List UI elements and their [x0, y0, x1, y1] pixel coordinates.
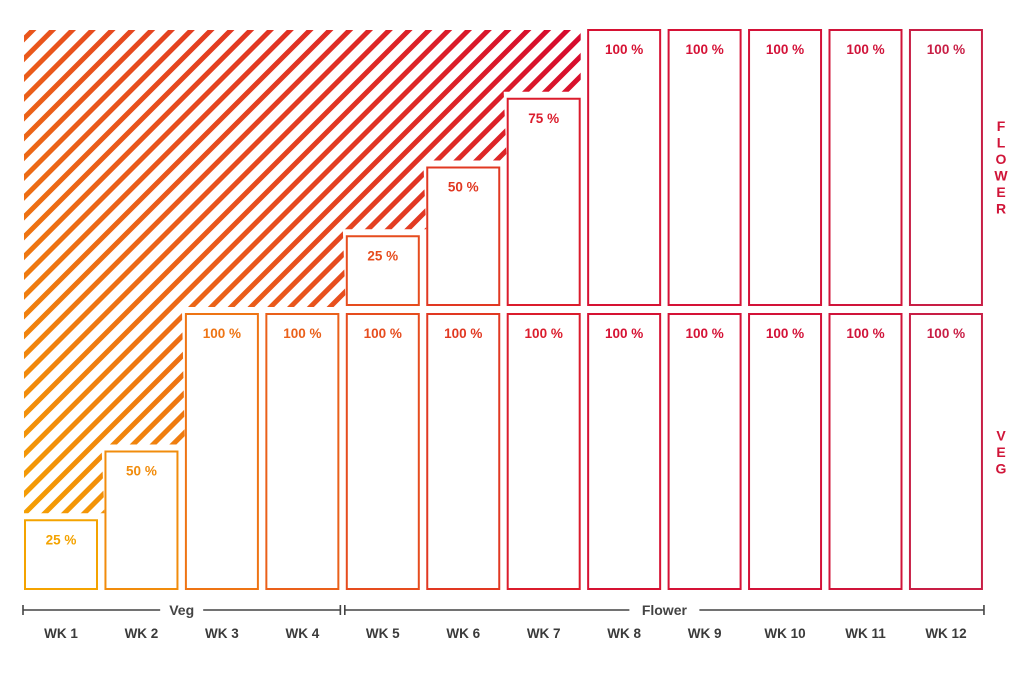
bar-veg: 50 % — [104, 450, 179, 590]
bar-flower: 25 % — [345, 235, 420, 306]
category-label: WK 1 — [44, 626, 78, 641]
bar-flower: 100 % — [748, 29, 823, 306]
bar-value-label: 50 % — [126, 464, 157, 479]
stage-label: Veg — [169, 602, 194, 618]
bar-rect — [24, 519, 98, 590]
bar-value-label: 100 % — [525, 326, 563, 341]
bar-rect — [908, 29, 983, 306]
bar-value-label: 100 % — [846, 326, 884, 341]
bar-rect — [828, 29, 903, 306]
bar-value-label: 100 % — [927, 326, 965, 341]
bar-value-label: 100 % — [605, 42, 643, 57]
bar-rect — [426, 313, 501, 590]
bar-rect — [667, 313, 742, 590]
bar-flower: 100 % — [908, 29, 983, 306]
side-label-letter: V — [996, 428, 1006, 444]
bar-veg: 100 % — [265, 313, 340, 590]
bar-veg: 100 % — [828, 313, 903, 590]
bar-rect — [265, 313, 340, 590]
category-label: WK 2 — [125, 626, 159, 641]
category-label: WK 5 — [366, 626, 400, 641]
category-label: WK 10 — [764, 626, 805, 641]
bar-rect — [748, 29, 823, 306]
bar-flower: 100 % — [587, 29, 662, 306]
bar-flower: 75 % — [506, 97, 581, 306]
bar-value-label: 100 % — [685, 42, 723, 57]
side-label-letter: W — [994, 167, 1008, 183]
bar-flower: 50 % — [426, 166, 501, 306]
stage-label: Flower — [642, 602, 688, 618]
stage-axis: Veg Flower — [22, 602, 985, 618]
bar-value-label: 100 % — [283, 326, 321, 341]
bar-value-label: 100 % — [364, 326, 402, 341]
side-label-letter: L — [997, 134, 1006, 150]
bar-rect — [184, 313, 259, 590]
bar-value-label: 100 % — [605, 326, 643, 341]
bar-veg: 100 % — [426, 313, 501, 590]
stage-veg: Veg — [22, 602, 342, 618]
bar-rect — [667, 29, 742, 306]
bar-value-label: 100 % — [444, 326, 482, 341]
bar-value-label: 50 % — [448, 180, 479, 195]
bar-value-label: 100 % — [766, 326, 804, 341]
bar-veg: 100 % — [587, 313, 662, 590]
bar-rect — [104, 450, 179, 590]
category-label: WK 7 — [527, 626, 561, 641]
bar-value-label: 100 % — [766, 42, 804, 57]
category-label: WK 11 — [845, 626, 886, 641]
bar-veg: 100 % — [748, 313, 823, 590]
side-label-letter: G — [996, 461, 1007, 477]
bar-rect — [587, 313, 662, 590]
hatched-remaining-area — [24, 30, 581, 514]
category-label: WK 6 — [446, 626, 480, 641]
category-label: WK 8 — [607, 626, 641, 641]
side-label-letter: F — [997, 118, 1006, 134]
bar-value-label: 75 % — [528, 111, 559, 126]
bar-veg: 100 % — [506, 313, 581, 590]
category-label: WK 3 — [205, 626, 239, 641]
bar-veg: 100 % — [345, 313, 420, 590]
bar-veg: 100 % — [184, 313, 259, 590]
bar-rect — [345, 313, 420, 590]
bar-rect — [506, 313, 581, 590]
bar-rect — [506, 97, 581, 306]
bar-rect — [587, 29, 662, 306]
bar-veg: 100 % — [667, 313, 742, 590]
side-label-letter: E — [996, 184, 1005, 200]
side-label-letter: E — [996, 444, 1005, 460]
bar-value-label: 25 % — [367, 248, 398, 263]
bar-flower: 100 % — [667, 29, 742, 306]
bar-value-label: 25 % — [46, 532, 77, 547]
bar-veg: 100 % — [908, 313, 983, 590]
bar-rect — [908, 313, 983, 590]
bars: 25 % WK 1 50 % WK 2 100 % WK 3 100 % WK 4 100 % 2… — [24, 29, 983, 641]
bar-value-label: 100 % — [685, 326, 723, 341]
category-label: WK 12 — [925, 626, 966, 641]
bar-value-label: 100 % — [927, 42, 965, 57]
bar-value-label: 100 % — [846, 42, 884, 57]
bar-rect — [828, 313, 903, 590]
bar-rect — [748, 313, 823, 590]
bar-veg: 25 % — [24, 519, 98, 590]
category-label: WK 4 — [285, 626, 319, 641]
bar-flower: 100 % — [828, 29, 903, 306]
category-label: WK 9 — [688, 626, 722, 641]
bar-value-label: 100 % — [203, 326, 241, 341]
side-label-letter: O — [996, 151, 1007, 167]
side-label-veg: VEG — [996, 428, 1007, 477]
bar-rect — [345, 235, 420, 306]
hatch-area — [24, 30, 581, 514]
side-label-letter: R — [996, 200, 1006, 216]
bar-rect — [426, 166, 501, 306]
stage-flower: Flower — [343, 602, 985, 618]
